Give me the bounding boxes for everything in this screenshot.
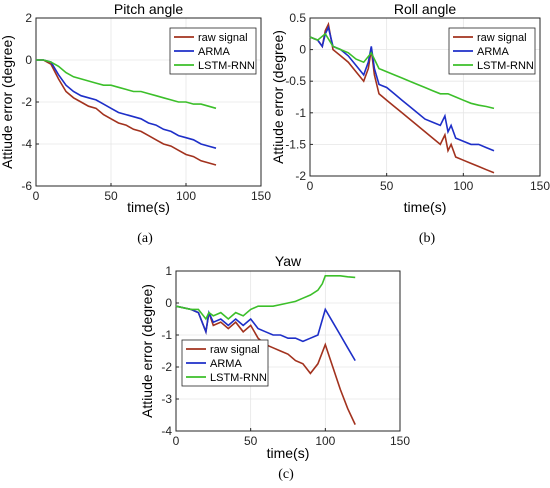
y-axis-label: Attiude error (degree) <box>139 284 155 418</box>
series-line-raw-signal <box>309 21 495 174</box>
y-tick-label: 0.5 <box>289 11 306 25</box>
plot-area <box>309 17 541 177</box>
y-tick-label: -4 <box>21 137 32 151</box>
panel-tag: (b) <box>419 231 436 246</box>
y-tick-label: 2 <box>25 11 32 25</box>
legend-entry: raw signal <box>210 344 260 356</box>
y-tick-label: -1.5 <box>285 137 306 151</box>
legend-entry: raw signal <box>477 32 527 44</box>
legend-entry: LSTM-RNN <box>477 60 534 72</box>
x-tick-label: 100 <box>315 434 335 448</box>
series-line-lstm-rnn <box>175 275 356 321</box>
x-tick-label: 150 <box>390 434 410 448</box>
legend-entry: LSTM-RNN <box>198 60 255 72</box>
legend: raw signal ARMA LSTM-RNN <box>448 27 536 75</box>
y-tick-label: -2 <box>21 95 32 109</box>
legend-entry: raw signal <box>198 32 248 44</box>
y-tick-label: -1 <box>161 328 172 342</box>
y-tick-label: -1 <box>295 106 306 120</box>
chart-panel-2: 0 50 100 150 -2 -1.5 -1 -0.5 0 0.5 Roll angle time(… <box>270 1 550 246</box>
legend: raw signal ARMA LSTM-RNN <box>181 339 269 387</box>
chart-panel-3: 0 50 100 150 -4 -3 -2 -1 0 1 Yaw time(s) Attiude err… <box>139 253 410 482</box>
y-tick-label: 0 <box>299 43 306 57</box>
y-tick-label: -2 <box>295 169 306 183</box>
series-line-arma <box>36 59 217 149</box>
chart-title: Roll angle <box>394 1 456 17</box>
x-axis-label: time(s) <box>127 199 170 215</box>
x-tick-label: 50 <box>104 189 118 203</box>
chart-title: Pitch angle <box>114 1 183 17</box>
y-axis-label: Attiude error (degree) <box>0 35 15 169</box>
y-tick-label: 1 <box>165 264 172 278</box>
y-tick-label: -0.5 <box>285 74 306 88</box>
chart-panel-1: 0 50 100 150 -6 -4 -2 0 2 Pitch angle time(s) Attiu… <box>0 1 271 246</box>
x-tick-label: 100 <box>176 189 196 203</box>
series-line-lstm-rnn <box>309 32 495 110</box>
legend-entry: LSTM-RNN <box>210 372 267 384</box>
series-line-raw-signal <box>36 59 217 166</box>
y-tick-label: -4 <box>161 424 172 438</box>
x-tick-label: 50 <box>244 434 258 448</box>
x-axis-label: time(s) <box>267 445 310 461</box>
legend: raw signal ARMA LSTM-RNN <box>169 27 257 75</box>
x-tick-label: 150 <box>251 189 271 203</box>
x-tick-label: 50 <box>380 179 394 193</box>
series-line-lstm-rnn <box>36 59 217 110</box>
y-tick-label: -6 <box>21 179 32 193</box>
y-axis-label: Attiude error (degree) <box>270 30 286 164</box>
chart-title: Yaw <box>275 253 302 269</box>
legend-entry: ARMA <box>198 46 230 58</box>
x-tick-label: 150 <box>530 179 550 193</box>
y-tick-label: -3 <box>161 392 172 406</box>
legend-entry: ARMA <box>210 358 242 370</box>
y-tick-label: -2 <box>161 360 172 374</box>
legend-entry: ARMA <box>477 46 509 58</box>
panel-tag: (a) <box>137 231 153 246</box>
x-axis-label: time(s) <box>404 199 447 215</box>
x-tick-label: 100 <box>453 179 473 193</box>
x-tick-label: 0 <box>173 434 180 448</box>
plot-area <box>175 270 401 432</box>
x-tick-label: 0 <box>33 189 40 203</box>
x-tick-label: 0 <box>307 179 314 193</box>
panel-tag: (c) <box>278 467 294 482</box>
y-tick-label: 0 <box>25 53 32 67</box>
y-tick-label: 0 <box>165 296 172 310</box>
